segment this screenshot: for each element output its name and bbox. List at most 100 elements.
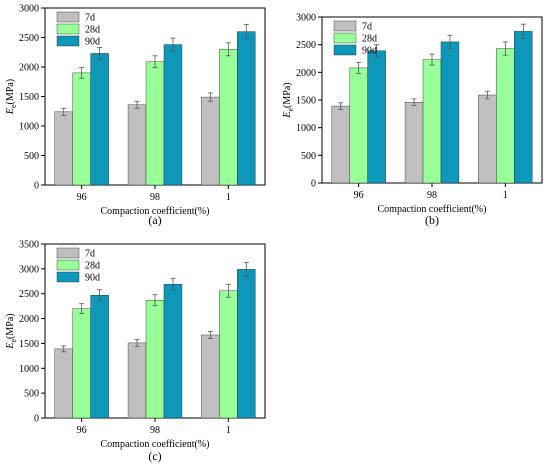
y-axis-title-symbol: E [5,108,16,115]
error-bar [243,24,249,40]
error-bar [207,331,213,339]
bar [237,31,256,186]
legend-swatch [56,23,80,35]
y-axis-title-subscript: e [9,104,18,108]
y-tick-label: 500 [301,151,316,162]
panel-label: (a) [148,213,161,227]
legend-label: 7d [362,22,372,33]
x-axis-title: Compaction coefficient(%) [101,206,210,217]
bar [331,105,350,184]
y-tick-label: 1000 [19,122,39,133]
y-tick-label: 1000 [19,364,39,375]
error-bar [447,34,453,49]
y-tick-label: 2000 [19,63,39,74]
error-bar [502,41,508,56]
bar [127,104,147,186]
y-tick-label: 3000 [296,13,316,24]
error-bar [134,100,140,109]
x-tick-label: 1 [503,190,508,201]
error-bar [411,98,417,106]
y-tick-label: 2000 [296,68,316,79]
bar [440,41,460,184]
legend-swatch [56,247,80,259]
error-bar [152,55,158,68]
y-tick-label: 1500 [19,92,39,103]
chart-panel: 0 500 1000 1500 2000 2500 3000 96 98 1 Compaction … [5,4,266,227]
y-axis-title-unit: (MPa) [282,82,293,108]
panel-label: (b) [425,213,439,227]
legend-swatch [56,11,80,23]
legend-swatch [56,271,80,283]
bar [349,67,368,184]
error-bar [61,345,67,353]
chart-panel: 0 500 1000 1500 2000 2500 3000 96 98 1 Compaction … [282,13,543,227]
error-bar [170,37,176,52]
bar [145,61,165,186]
error-bar [520,23,526,39]
legend-swatch [56,259,80,271]
y-axis-title-symbol: E [5,343,16,350]
y-axis-title-subscript: e [9,339,18,343]
x-tick-label: 98 [150,192,160,203]
error-bar [338,102,344,110]
x-tick-label: 1 [226,425,231,436]
y-tick-label: 2500 [19,33,39,44]
y-axis-title: Ee(MPa) [282,82,295,118]
y-tick-label: 2500 [296,40,316,51]
y-tick-label: 3500 [19,240,39,251]
bar [514,31,533,184]
y-tick-label: 1500 [296,96,316,107]
bar [404,102,424,184]
y-axis-title: Ee(MPa) [5,313,18,349]
bar [72,72,91,186]
legend-label: 90d [85,273,100,284]
legend-label: 7d [85,249,95,260]
y-axis-title: Ee(MPa) [5,79,18,115]
x-tick-label: 1 [226,192,231,203]
y-tick-label: 1000 [296,123,316,134]
legend-label: 90d [85,37,100,48]
y-tick-label: 0 [34,414,39,425]
bar [201,334,220,419]
y-tick-label: 0 [311,179,316,190]
bar [90,295,109,419]
y-tick-label: 2500 [19,289,39,300]
y-axis-title-unit: (MPa) [5,313,16,339]
y-tick-label: 1500 [19,339,39,350]
error-bar [207,92,213,102]
legend-label: 7d [85,13,95,24]
error-bar [152,294,158,307]
error-bar [79,303,85,315]
y-axis-title-symbol: E [282,112,293,119]
bar [72,308,91,419]
bar [219,290,238,419]
panel-label: (c) [148,449,161,463]
y-tick-label: 500 [24,389,39,400]
bar [422,59,442,184]
bar [54,348,73,419]
bar [54,111,73,186]
bar [367,50,386,184]
legend-label: 28d [85,25,100,36]
error-bar [374,44,380,58]
bar [496,48,515,184]
bar [201,96,220,186]
chart-panel: 0 500 1000 1500 2000 2500 3000 3500 96 98 1 Compact… [5,240,266,463]
y-axis-title-unit: (MPa) [5,79,16,105]
legend-label: 28d [362,34,377,45]
x-tick-label: 96 [77,192,87,203]
bar [127,342,147,419]
bar [90,53,109,186]
x-axis-title: Compaction coefficient(%) [101,439,210,450]
error-bar [243,261,249,277]
legend-swatch [333,32,357,44]
bar [478,94,497,184]
y-tick-label: 3000 [19,4,39,15]
error-bar [61,107,67,116]
y-tick-label: 2000 [19,314,39,325]
legend-label: 90d [362,46,377,57]
